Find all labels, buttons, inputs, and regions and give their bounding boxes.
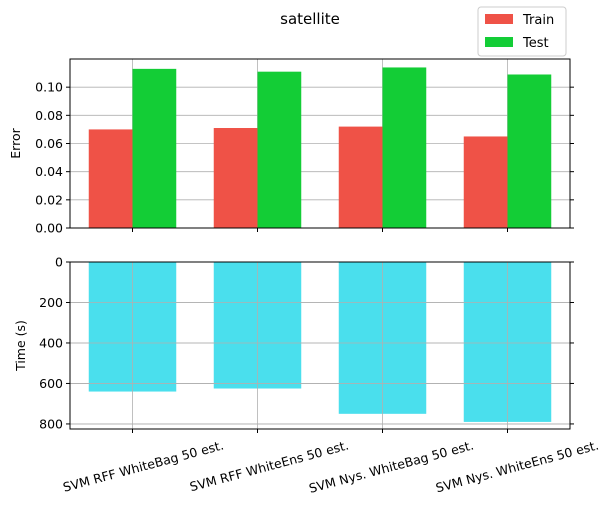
legend-swatch-train bbox=[485, 14, 513, 24]
time-ytick-label: 400 bbox=[39, 335, 63, 350]
time-ytick-label: 0 bbox=[55, 255, 63, 270]
time-axis-label: Time (s) bbox=[13, 320, 28, 372]
legend: Train Test bbox=[477, 6, 567, 57]
chart-title: satellite bbox=[280, 10, 340, 28]
error-bar-test bbox=[257, 71, 302, 228]
error-panel: 0.00 0.02 0.04 0.06 0.08 0.10 Error bbox=[8, 58, 574, 236]
error-bar-train bbox=[338, 126, 383, 228]
error-ytick-label: 0.00 bbox=[35, 221, 63, 236]
error-ytick-label: 0.04 bbox=[35, 164, 63, 179]
time-ytick-label: 600 bbox=[39, 376, 63, 391]
legend-label-test: Test bbox=[522, 36, 549, 51]
error-bar-test bbox=[382, 67, 427, 228]
error-bar-test bbox=[507, 74, 552, 228]
legend-swatch-test bbox=[485, 37, 513, 47]
error-bar-train bbox=[88, 129, 133, 228]
error-bar-train bbox=[463, 136, 508, 228]
error-ytick-label: 0.08 bbox=[35, 108, 63, 123]
error-ytick-label: 0.06 bbox=[35, 136, 63, 151]
error-axis-label: Error bbox=[8, 127, 23, 158]
legend-label-train: Train bbox=[522, 13, 554, 28]
error-bar-test bbox=[132, 68, 177, 228]
error-ytick-label: 0.02 bbox=[35, 192, 63, 207]
time-ytick-label: 200 bbox=[39, 295, 63, 310]
time-axes-frame bbox=[69, 261, 571, 430]
error-bar-train bbox=[213, 128, 258, 228]
time-ytick-label: 800 bbox=[39, 416, 63, 431]
error-ytick-label: 0.10 bbox=[35, 80, 63, 95]
